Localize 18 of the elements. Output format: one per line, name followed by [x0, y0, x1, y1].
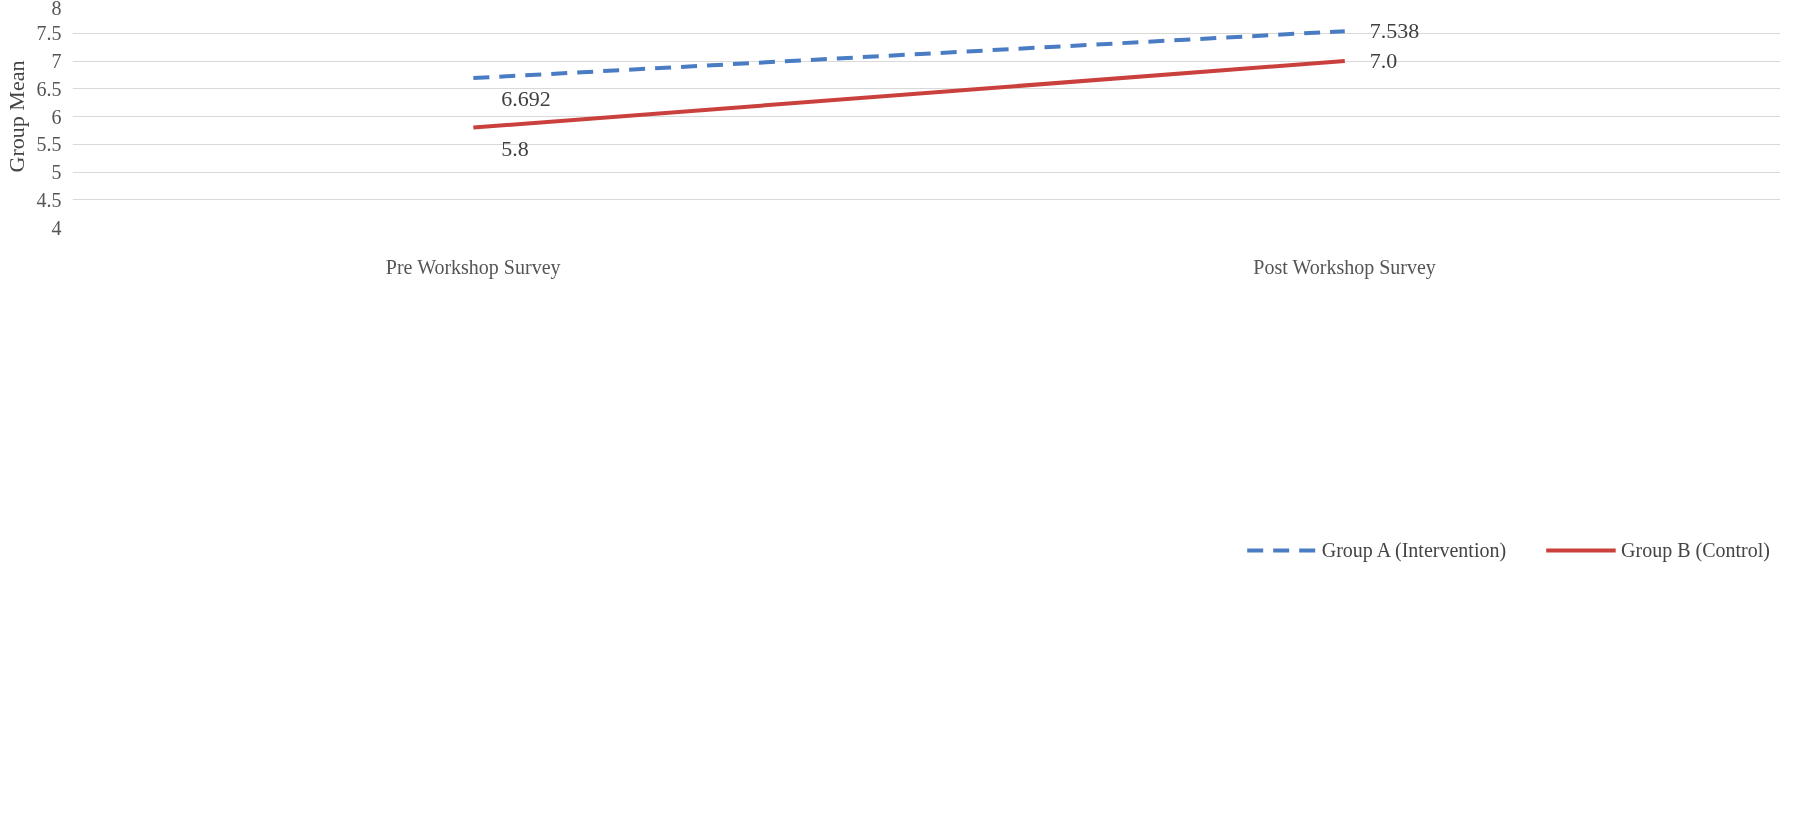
legend-label: Group B (Control) — [1621, 538, 1770, 562]
y-tick-label: 5.5 — [36, 133, 62, 156]
data-label: 7.538 — [1369, 18, 1420, 44]
y-tick-label: 5 — [51, 161, 62, 183]
data-label: 6.692 — [501, 86, 551, 112]
y-tick-label: 4.5 — [36, 188, 62, 211]
legend-label: Group A (Intervention) — [1321, 538, 1507, 562]
y-tick-label: 4 — [51, 216, 62, 239]
data-label: 7.0 — [1369, 48, 1398, 73]
y-tick-label: 6.5 — [36, 77, 62, 100]
y-tick-label: 8 — [51, 0, 62, 19]
y-tick-label: 6 — [51, 105, 62, 128]
y-tick-label: 7.5 — [36, 22, 62, 45]
y-axis-title: Group Mean — [3, 60, 29, 173]
x-tick-label: Post Workshop Survey — [1253, 255, 1436, 279]
x-tick-label: Pre Workshop Survey — [385, 255, 561, 279]
y-tick-label: 7 — [51, 50, 62, 72]
data-label: 5.8 — [501, 135, 529, 161]
